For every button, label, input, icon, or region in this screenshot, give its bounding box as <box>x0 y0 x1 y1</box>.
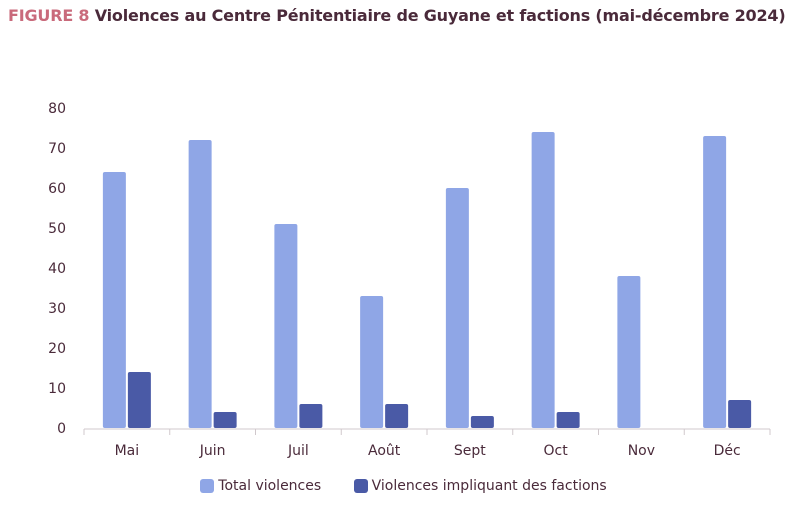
bar-total <box>445 188 469 428</box>
bar-chart: 0 10 20 30 40 50 60 70 80 Mai Juin Juil Août Sept Oct N… <box>48 101 771 459</box>
bar-total <box>274 224 298 428</box>
x-tick-label: Août <box>368 443 401 459</box>
y-tick-label: 50 <box>48 221 66 237</box>
bar-total <box>617 276 641 428</box>
y-tick-label: 20 <box>48 341 66 357</box>
y-tick-label: 60 <box>48 181 66 197</box>
x-tick-label: Sept <box>454 443 486 459</box>
chart-title: FIGURE 8 Violences au Centre Pénitentiai… <box>8 6 786 25</box>
legend-label-factions: Violences impliquant des factions <box>371 478 607 494</box>
legend-item-factions: Violences impliquant des factions <box>353 478 607 494</box>
legend-item-total: Total violences <box>200 478 321 494</box>
bar-factions <box>556 412 580 428</box>
y-tick-label: 10 <box>48 381 66 397</box>
bar-factions <box>728 400 752 428</box>
bar-factions <box>299 404 323 428</box>
y-tick-label: 70 <box>48 141 66 157</box>
bar-total <box>360 296 384 428</box>
bar-factions <box>213 412 237 428</box>
bar-total <box>703 136 727 428</box>
bar-total <box>531 132 555 428</box>
bar-factions <box>127 372 151 428</box>
bar-factions <box>470 416 494 428</box>
y-tick-label: 80 <box>48 101 66 117</box>
title-text: Violences au Centre Pénitentiaire de Guy… <box>94 6 786 25</box>
bar-total <box>102 172 126 428</box>
x-tick-label: Juil <box>287 443 309 459</box>
y-tick-label: 40 <box>48 261 66 277</box>
x-tick-label: Déc <box>714 443 741 459</box>
legend-swatch-factions <box>353 479 368 493</box>
x-tick-label: Mai <box>115 443 140 459</box>
legend-swatch-total <box>200 479 215 493</box>
y-tick-label: 30 <box>48 301 66 317</box>
y-tick-label: 0 <box>57 421 66 437</box>
x-tick-label: Juin <box>199 443 226 459</box>
figure-label: FIGURE 8 <box>8 6 90 25</box>
x-tick-label: Nov <box>628 443 655 459</box>
x-tick-label: Oct <box>544 443 569 459</box>
legend-label-total: Total violences <box>218 478 322 494</box>
bar-total <box>188 140 212 428</box>
bar-factions <box>385 404 409 428</box>
legend: Total violences Violences impliquant des… <box>0 478 807 497</box>
